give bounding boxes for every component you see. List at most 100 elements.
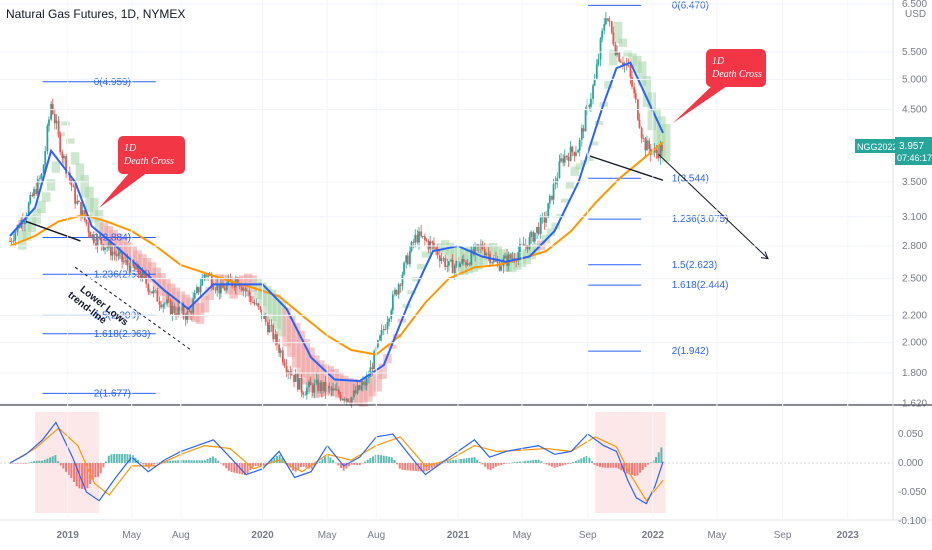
candle-body: [485, 253, 488, 256]
candle-body: [502, 258, 505, 267]
cloud-segment: [229, 278, 238, 299]
histogram-bar: [257, 463, 260, 467]
histogram-bar: [449, 460, 452, 463]
cloud-segment: [301, 339, 311, 385]
histogram-bar: [169, 460, 172, 463]
candle-body: [405, 255, 408, 263]
candle-body: [76, 201, 79, 204]
candle-body: [341, 399, 344, 400]
cloud-segment: [613, 21, 623, 44]
cloud-segment: [652, 108, 661, 153]
candle-body: [175, 313, 177, 316]
candle-body: [386, 321, 389, 330]
candle-body: [394, 290, 396, 295]
oscillator-tick-label: -0.050: [898, 487, 927, 498]
callout-line-2: Death Cross: [123, 156, 174, 167]
candle-body: [406, 255, 409, 265]
time-axis[interactable]: 2019 May Aug 2020 May Aug 2021 May Sep 2022 May Sep…: [57, 0, 860, 541]
candle-body: [222, 283, 224, 288]
histogram-bar: [401, 463, 404, 470]
candle-body: [631, 77, 633, 87]
candle-body: [40, 173, 43, 179]
histogram-bar: [604, 463, 607, 468]
histogram-bar: [97, 463, 100, 477]
histogram-bar: [409, 463, 412, 471]
fibonacci-label: 1.618(2.063): [94, 329, 151, 340]
candle-body: [242, 288, 245, 291]
candle-body: [193, 292, 196, 299]
candle-body: [192, 298, 195, 314]
chart-title: Natural Gas Futures, 1D, NYMEX: [6, 7, 185, 21]
cloud-segment: [440, 240, 450, 255]
candle-body: [92, 234, 95, 244]
histogram-bar: [340, 463, 343, 468]
oscillator: [9, 421, 664, 505]
candle-body: [474, 245, 476, 255]
candle-body: [59, 133, 62, 153]
histogram-bar: [67, 463, 70, 475]
candle-body: [162, 304, 165, 308]
histogram-bar: [639, 463, 642, 473]
histogram-bar: [465, 458, 468, 463]
histogram-bar: [516, 461, 519, 463]
candle-body: [397, 284, 400, 295]
time-tick-label: Aug: [367, 530, 385, 541]
candle-body: [584, 109, 587, 132]
oscillator-axis[interactable]: 0.050 0.000 -0.050 -0.100: [0, 429, 927, 527]
histogram-bar: [561, 463, 564, 466]
candle-body: [100, 238, 103, 245]
candle-body: [528, 237, 531, 250]
candle-body: [376, 340, 379, 348]
histogram-bar: [628, 463, 631, 475]
candle-body: [27, 203, 30, 216]
cloud-segment: [416, 263, 426, 270]
histogram-bar: [593, 463, 596, 465]
candle-body: [229, 278, 232, 281]
cloud-segment: [142, 258, 152, 279]
histogram-bar: [430, 463, 433, 469]
histogram-bar: [348, 463, 351, 467]
candle-body: [320, 382, 323, 392]
candle-body: [442, 258, 445, 260]
histogram-bar: [550, 463, 553, 467]
candle-body: [317, 379, 319, 391]
candle-body: [216, 283, 219, 291]
cloud-segment: [210, 278, 219, 289]
histogram-bar: [457, 459, 460, 463]
candle-body: [14, 232, 17, 241]
cloud-segment: [344, 377, 354, 403]
candle-body: [85, 219, 88, 224]
cloud-segment: [18, 229, 27, 250]
fibonacci-label: 1(2.884): [94, 233, 131, 244]
candle-body: [429, 241, 432, 249]
cloud-segment: [556, 213, 565, 218]
current-price-badge[interactable]: NGG2022 3.957 07:46:17: [855, 137, 932, 165]
histogram-bar: [299, 463, 302, 468]
histogram-bar: [142, 463, 145, 465]
candle-body: [646, 140, 648, 151]
candle-body: [181, 306, 183, 311]
cloud-segment: [585, 156, 594, 161]
candle-body: [252, 301, 254, 303]
histogram-bar: [158, 462, 161, 464]
candle-body: [257, 303, 260, 307]
histogram-bar: [332, 460, 335, 463]
fibonacci-label: 1.618(2.444): [672, 280, 729, 291]
cloud-segment: [363, 378, 373, 402]
candle-body: [272, 325, 275, 340]
candle-body: [371, 367, 374, 369]
histogram-bar: [59, 463, 62, 466]
cloud-segment: [594, 121, 604, 126]
histogram-bar: [590, 461, 593, 463]
price-tick-label: 2.500: [902, 274, 927, 285]
histogram-bar: [65, 463, 68, 472]
cloud-segment: [80, 175, 89, 198]
candle-body: [29, 194, 32, 204]
histogram-bar: [540, 461, 543, 463]
price-tick-label: 1.620: [902, 398, 927, 409]
histogram-bar: [566, 463, 569, 464]
histogram-bar: [558, 463, 561, 467]
cloud-segment: [219, 274, 229, 290]
candle-body: [552, 184, 555, 200]
